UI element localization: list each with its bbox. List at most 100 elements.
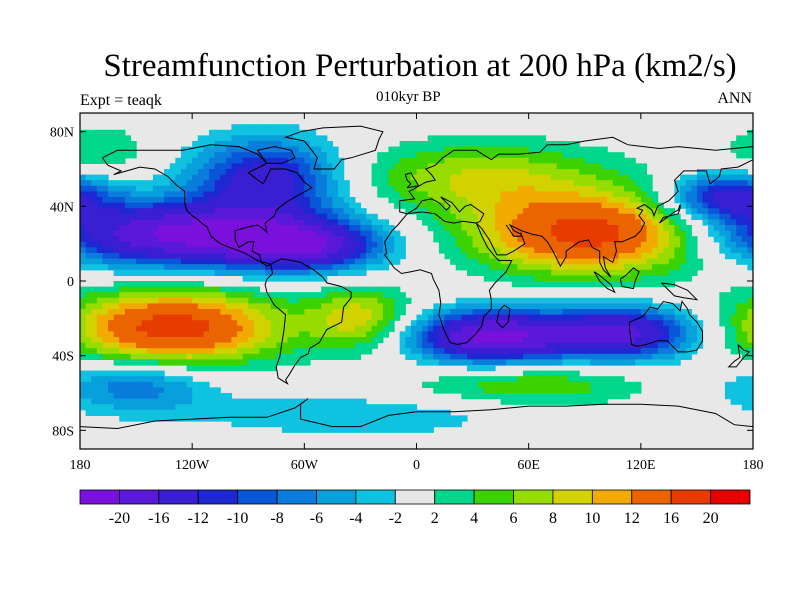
contour-cell xyxy=(186,292,193,299)
contour-cell xyxy=(556,387,563,394)
contour-cell xyxy=(253,314,261,321)
contour-cell xyxy=(214,309,221,316)
contour-cell xyxy=(545,236,552,243)
contour-cell xyxy=(119,381,126,388)
contour-cell xyxy=(382,421,390,428)
contour-cell xyxy=(136,348,143,355)
contour-cell xyxy=(276,180,283,187)
contour-cell xyxy=(147,342,154,349)
contour-cell xyxy=(192,174,199,181)
contour-cell xyxy=(237,191,244,198)
contour-cell xyxy=(612,174,619,181)
contour-cell xyxy=(466,309,474,316)
contour-cell xyxy=(466,174,474,181)
coastline-madagascar xyxy=(496,304,511,329)
contour-cell xyxy=(556,247,563,254)
contour-cell xyxy=(141,303,148,310)
contour-cell xyxy=(248,253,255,260)
contour-cell xyxy=(225,219,233,226)
contour-cell xyxy=(545,275,552,282)
contour-cell xyxy=(96,292,104,299)
contour-cell xyxy=(113,219,120,226)
contour-cell xyxy=(724,320,732,327)
contour-cell xyxy=(511,225,519,232)
contour-cell xyxy=(203,348,210,355)
contour-cell xyxy=(394,421,401,428)
contour-cell xyxy=(208,247,216,254)
contour-cell xyxy=(287,353,294,360)
contour-cell xyxy=(478,365,485,372)
contour-cell xyxy=(601,275,608,282)
contour-cell xyxy=(478,359,485,366)
contour-cell xyxy=(472,152,479,159)
contour-cell xyxy=(483,180,491,187)
contour-cell xyxy=(624,342,631,349)
contour-cell xyxy=(394,185,401,192)
contour-cell xyxy=(276,169,283,176)
contour-cell xyxy=(124,325,132,332)
contour-cell xyxy=(394,258,401,265)
contour-cell xyxy=(741,393,748,400)
contour-cell xyxy=(225,202,233,209)
contour-cell xyxy=(461,253,468,260)
contour-cell xyxy=(85,219,92,226)
contour-cell xyxy=(293,185,300,192)
contour-cell xyxy=(663,325,670,332)
contour-cell xyxy=(152,258,160,265)
contour-cell xyxy=(91,387,98,394)
contour-cell xyxy=(309,202,317,209)
contour-cell xyxy=(80,370,87,377)
contour-cell xyxy=(231,303,238,310)
contour-cell xyxy=(747,348,753,355)
contour-cell xyxy=(208,303,216,310)
contour-cell xyxy=(556,163,563,170)
contour-cell xyxy=(321,141,328,148)
contour-cell xyxy=(472,353,479,360)
contour-cell xyxy=(293,146,300,153)
contour-cell xyxy=(607,348,614,355)
contour-cell xyxy=(259,129,266,136)
contour-cell xyxy=(388,309,395,316)
contour-cell xyxy=(119,393,126,400)
contour-cell xyxy=(461,152,468,159)
contour-cell xyxy=(629,241,636,248)
contour-cell xyxy=(410,404,418,411)
contour-cell xyxy=(657,348,664,355)
contour-cell xyxy=(287,409,294,416)
contour-cell xyxy=(349,236,356,243)
contour-cell xyxy=(545,197,552,204)
contour-cell xyxy=(511,258,519,265)
contour-cell xyxy=(326,174,333,181)
contour-cell xyxy=(528,320,535,327)
contour-cell xyxy=(680,241,687,248)
contour-cell xyxy=(736,398,743,405)
contour-cell xyxy=(208,146,216,153)
contour-cell xyxy=(696,258,704,265)
contour-cell xyxy=(405,353,412,360)
contour-cell xyxy=(674,325,681,332)
contour-cell xyxy=(225,236,233,243)
contour-cell xyxy=(85,208,92,215)
contour-cell xyxy=(736,135,743,142)
contour-cell xyxy=(281,415,289,422)
contour-cell xyxy=(360,247,367,254)
contour-cell xyxy=(685,241,692,248)
contour-cell xyxy=(102,314,109,321)
contour-cell xyxy=(741,331,748,338)
contour-cell xyxy=(349,225,356,232)
contour-cell xyxy=(534,264,541,271)
contour-cell xyxy=(450,236,457,243)
contour-cell xyxy=(332,426,339,433)
contour-cell xyxy=(136,297,143,304)
contour-cell xyxy=(237,225,244,232)
contour-cell xyxy=(203,219,210,226)
contour-cell xyxy=(276,202,283,209)
contour-cell xyxy=(164,230,171,237)
contour-cell xyxy=(276,269,283,276)
contour-cell xyxy=(220,365,227,372)
contour-cell xyxy=(192,191,199,198)
contour-cell xyxy=(102,225,109,232)
contour-cell xyxy=(674,359,681,366)
contour-cell xyxy=(158,213,165,220)
contour-cell xyxy=(186,331,193,338)
